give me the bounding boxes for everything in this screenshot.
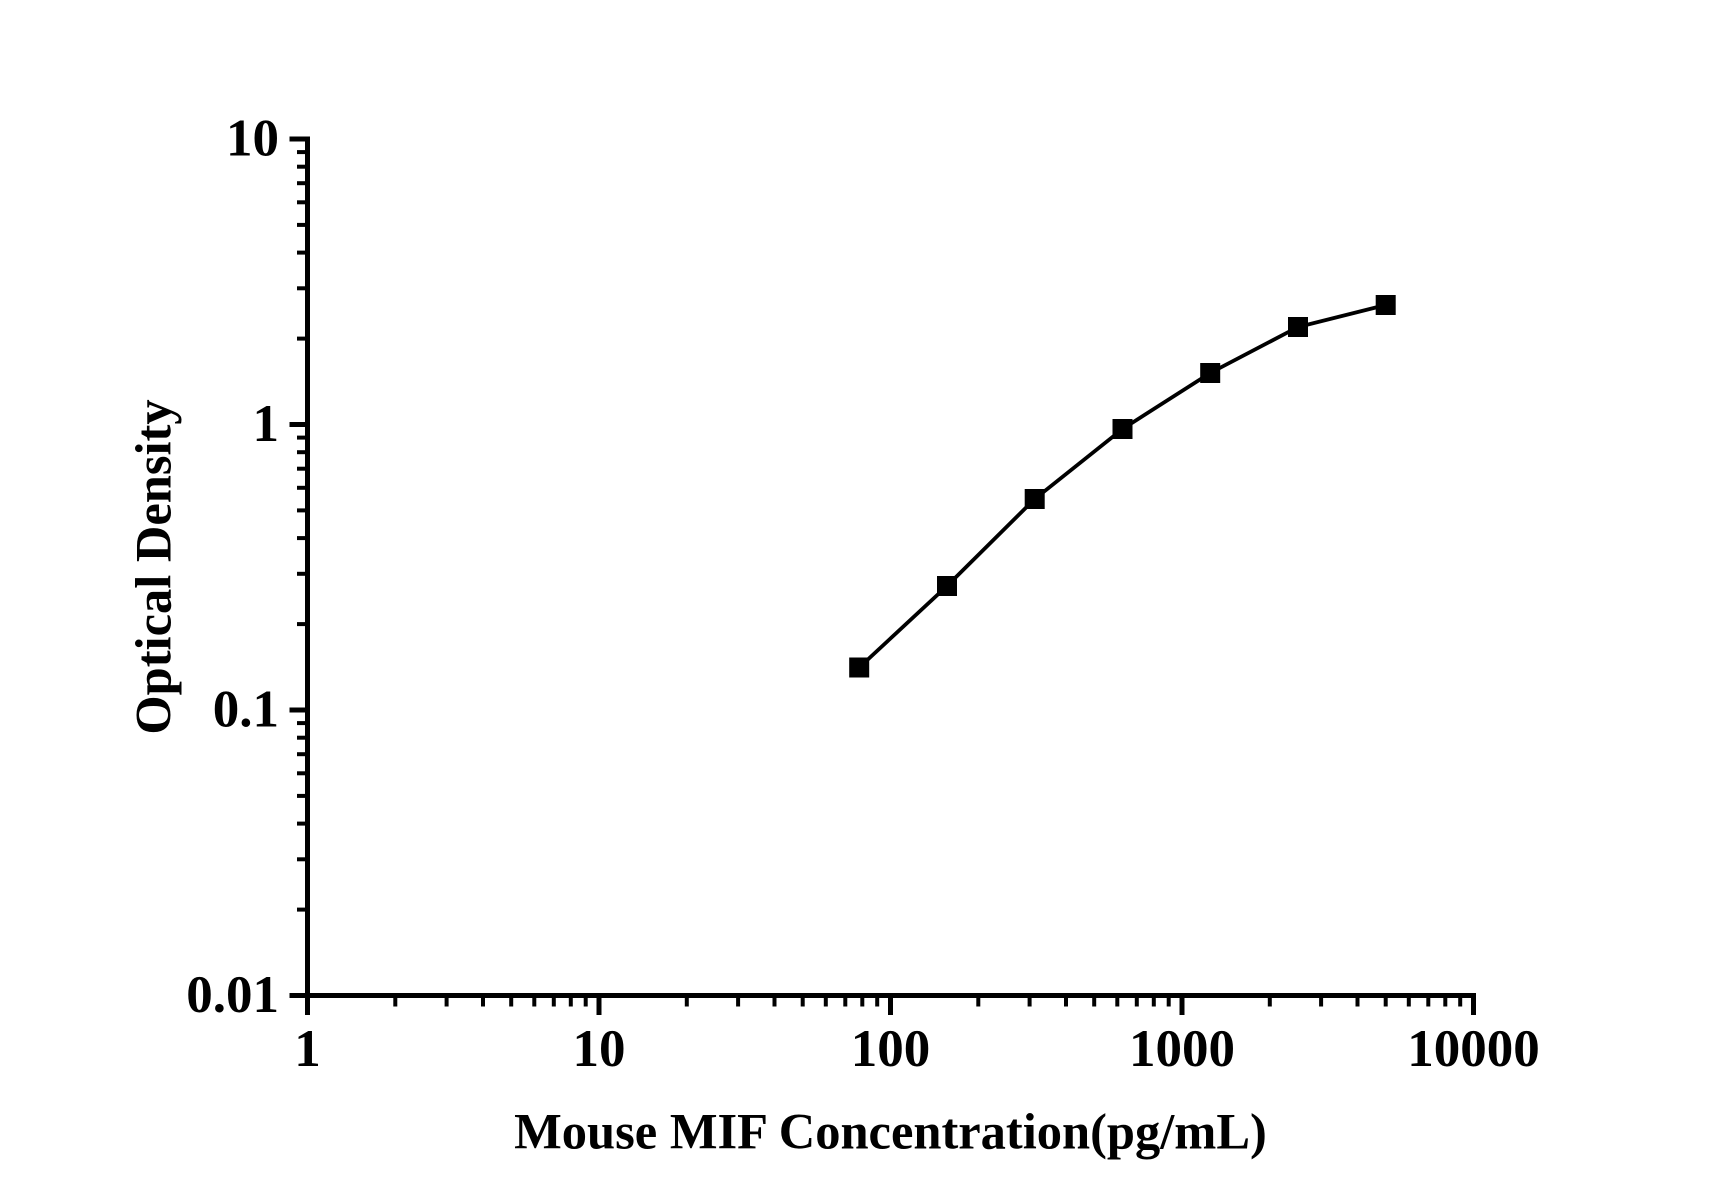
svg-text:1: 1 — [253, 395, 280, 453]
svg-text:10: 10 — [226, 110, 279, 168]
svg-text:100: 100 — [851, 1020, 931, 1078]
svg-text:1: 1 — [294, 1020, 321, 1078]
svg-text:10000: 10000 — [1407, 1020, 1540, 1078]
svg-text:0.1: 0.1 — [213, 681, 279, 739]
svg-text:0.01: 0.01 — [186, 966, 279, 1024]
svg-text:10: 10 — [573, 1020, 626, 1078]
svg-text:Optical Density: Optical Density — [126, 399, 182, 734]
svg-text:1000: 1000 — [1129, 1020, 1235, 1078]
svg-text:Mouse MIF Concentration(pg/mL): Mouse MIF Concentration(pg/mL) — [514, 1104, 1267, 1160]
